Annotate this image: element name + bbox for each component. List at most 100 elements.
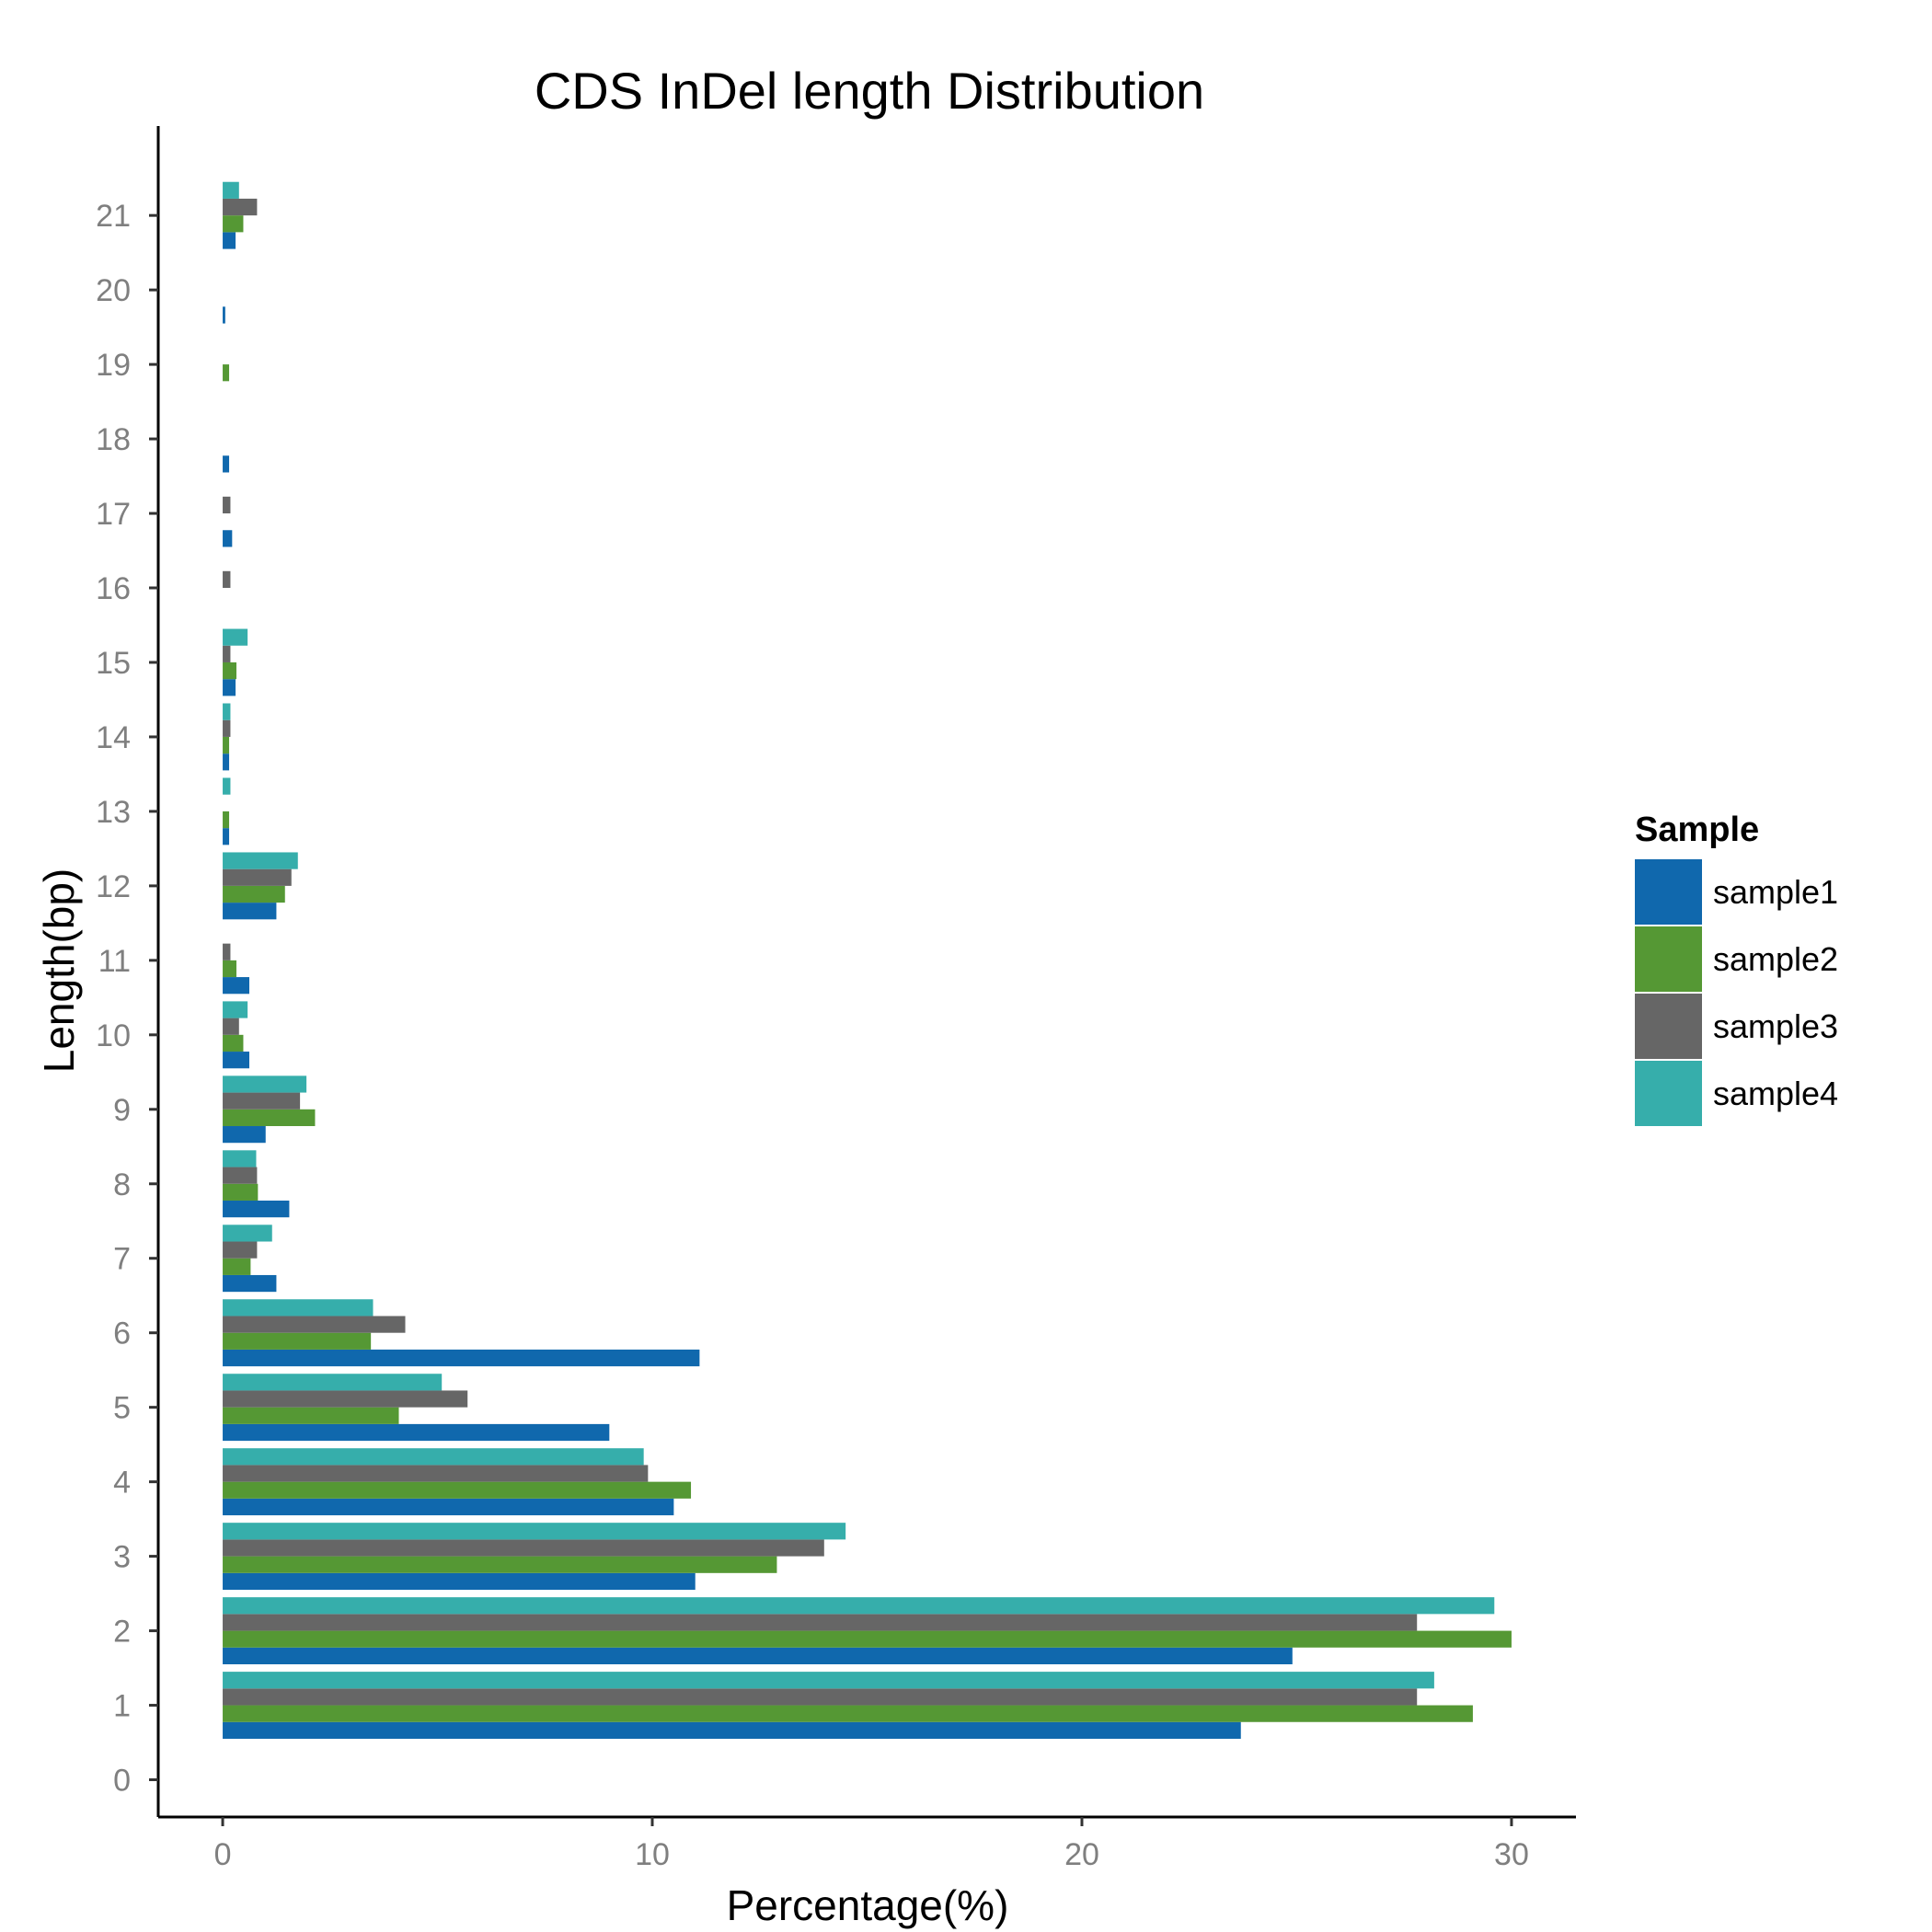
y-axis-title: Length(bp)	[35, 868, 83, 1074]
bar-sample1-len-8	[223, 1200, 290, 1218]
bar-sample2-len-2	[223, 1630, 1512, 1648]
bar-sample3-len-21	[223, 198, 258, 216]
y-tick-label: 20	[96, 273, 131, 308]
bar-sample1-len-13	[223, 828, 230, 845]
y-tick-label: 16	[96, 571, 131, 606]
y-tick-label: 17	[96, 497, 131, 532]
y-tick-label: 18	[96, 422, 131, 457]
bar-sample4-len-4	[223, 1448, 644, 1466]
y-tick-label: 7	[113, 1242, 131, 1277]
bars	[223, 181, 1512, 1739]
y-tick-label: 5	[113, 1391, 131, 1426]
bar-sample1-len-7	[223, 1274, 277, 1293]
legend-swatch-sample1	[1635, 859, 1702, 925]
y-tick-label: 9	[113, 1093, 131, 1128]
bar-sample2-len-14	[223, 736, 230, 754]
chart-title: CDS InDel length Distribution	[535, 62, 1204, 120]
bar-sample2-len-12	[223, 885, 285, 903]
bar-sample1-len-18	[223, 455, 230, 473]
x-axis-title: Percentage(%)	[727, 1881, 1009, 1929]
bar-sample1-len-15	[223, 679, 236, 696]
y-tick-label: 4	[113, 1466, 131, 1501]
bar-sample3-len-3	[223, 1539, 824, 1557]
bar-sample3-len-9	[223, 1092, 301, 1110]
bar-sample4-len-12	[223, 852, 298, 869]
bar-sample1-len-21	[223, 232, 236, 249]
legend-title: Sample	[1635, 811, 1759, 849]
legend-label-sample1: sample1	[1713, 873, 1838, 911]
y-tick-label: 21	[96, 199, 131, 234]
y-tick-label: 2	[113, 1615, 131, 1650]
bar-sample4-len-15	[223, 628, 248, 646]
bar-sample3-len-14	[223, 719, 231, 737]
bar-sample4-len-1	[223, 1672, 1434, 1689]
bar-sample1-len-9	[223, 1126, 266, 1144]
y-tick-label: 19	[96, 348, 131, 383]
bar-sample1-len-17	[223, 530, 233, 547]
legend-swatch-sample3	[1635, 994, 1702, 1059]
bar-sample1-len-2	[223, 1647, 1293, 1665]
bar-sample3-len-4	[223, 1465, 649, 1482]
bar-sample2-len-6	[223, 1332, 372, 1350]
bar-sample4-len-3	[223, 1523, 846, 1540]
bar-sample3-len-15	[223, 645, 231, 662]
bar-sample3-len-1	[223, 1688, 1418, 1706]
y-tick-label: 0	[113, 1764, 131, 1799]
bar-sample4-len-10	[223, 1001, 248, 1018]
legend-label-sample3: sample3	[1713, 1007, 1838, 1045]
bar-sample2-len-5	[223, 1407, 399, 1424]
bar-sample2-len-4	[223, 1481, 692, 1499]
y-tick-label: 10	[96, 1018, 131, 1053]
bar-sample3-len-12	[223, 868, 292, 886]
bar-sample3-len-7	[223, 1241, 258, 1259]
legend-label-sample4: sample4	[1713, 1075, 1838, 1112]
bar-sample3-len-10	[223, 1018, 239, 1035]
y-tick-label: 14	[96, 720, 131, 755]
bar-sample2-len-7	[223, 1258, 251, 1275]
y-tick-label: 15	[96, 646, 131, 681]
bar-sample2-len-9	[223, 1109, 316, 1127]
legend-label-sample2: sample2	[1713, 940, 1838, 978]
x-tick-label: 30	[1494, 1837, 1529, 1872]
y-tick-label: 12	[96, 869, 131, 904]
x-tick-label: 10	[635, 1837, 670, 1872]
bar-sample2-len-10	[223, 1034, 244, 1052]
bar-sample1-len-1	[223, 1721, 1241, 1739]
y-tick-label: 6	[113, 1317, 131, 1351]
legend-swatch-sample4	[1635, 1061, 1702, 1126]
bar-sample4-len-13	[223, 777, 231, 795]
bar-sample1-len-20	[223, 306, 225, 324]
bar-sample3-len-17	[223, 496, 231, 514]
bar-sample1-len-5	[223, 1423, 610, 1442]
bar-sample1-len-11	[223, 977, 249, 995]
bar-sample4-len-21	[223, 181, 239, 199]
y-tick-label: 1	[113, 1689, 131, 1724]
y-tick-label: 13	[96, 795, 131, 830]
y-tick-label: 3	[113, 1540, 131, 1575]
legend-swatch-sample2	[1635, 926, 1702, 992]
legend: Sample sample1 sample2 sample3 sample4	[1635, 811, 1838, 1126]
bar-sample2-len-13	[223, 811, 230, 829]
bar-sample3-len-2	[223, 1614, 1418, 1631]
x-tick-label: 0	[214, 1837, 232, 1872]
bar-sample4-len-7	[223, 1225, 272, 1242]
bar-sample4-len-9	[223, 1075, 307, 1093]
y-tick-label: 11	[98, 944, 131, 979]
bar-sample2-len-21	[223, 215, 244, 233]
bar-sample3-len-8	[223, 1167, 258, 1184]
y-tick-label: 8	[113, 1167, 131, 1202]
bar-sample4-len-5	[223, 1374, 443, 1391]
bar-sample2-len-19	[223, 364, 230, 382]
bar-sample3-len-6	[223, 1316, 406, 1333]
bar-sample2-len-8	[223, 1183, 259, 1201]
bar-sample1-len-3	[223, 1572, 696, 1591]
bar-sample3-len-5	[223, 1390, 468, 1408]
bar-sample3-len-16	[223, 570, 231, 589]
bar-sample1-len-10	[223, 1052, 249, 1069]
bar-sample4-len-8	[223, 1150, 257, 1167]
bar-sample2-len-11	[223, 960, 236, 978]
bar-sample1-len-12	[223, 903, 277, 920]
